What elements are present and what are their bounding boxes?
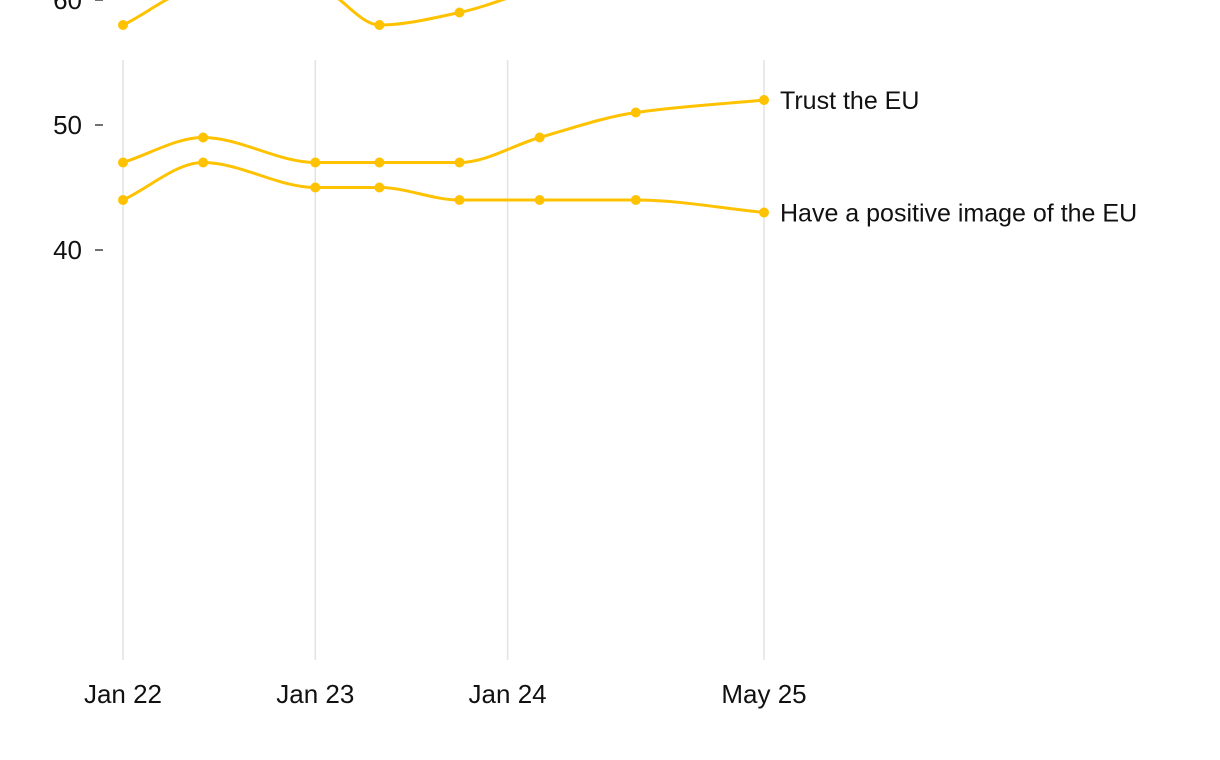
series-line [121,98,766,164]
data-point [630,107,641,118]
data-point [118,195,128,205]
y-tick-label: 40 [53,235,82,265]
data-point [374,157,385,168]
series-labels: Attached to EuropeAttached to the EUOpti… [780,87,1137,228]
series-line [121,0,507,27]
data-point [454,195,465,205]
y-tick-label: 50 [53,110,82,140]
series-layer [118,0,769,218]
series-label: Trust the EU [780,87,919,115]
data-point [534,132,545,143]
data-point [310,157,321,168]
grid-layer [122,60,765,660]
data-point [310,182,321,193]
data-point [198,157,209,168]
data-point [374,182,385,193]
data-point [454,7,465,18]
data-point [374,20,385,30]
x-axis: Jan 22 Jan 23 Jan 24 May 25 [84,679,807,709]
series-3 [118,0,507,30]
data-point [759,207,769,218]
data-point [454,157,465,168]
data-point [630,195,641,205]
series-line [121,161,766,214]
series-5 [118,157,769,218]
x-tick-label: Jan 22 [84,679,162,709]
data-point [118,157,128,168]
y-tick-label: 60 [53,0,82,15]
x-tick-label: May 25 [721,679,806,709]
data-point [759,95,769,105]
data-point [198,132,209,143]
data-point [118,20,128,30]
data-point [534,195,545,205]
series-4 [118,95,769,168]
x-tick-label: Jan 23 [276,679,354,709]
y-axis: 40506070 [53,0,103,265]
series-label: Have a positive image of the EU [780,200,1137,228]
x-tick-label: Jan 24 [469,679,547,709]
